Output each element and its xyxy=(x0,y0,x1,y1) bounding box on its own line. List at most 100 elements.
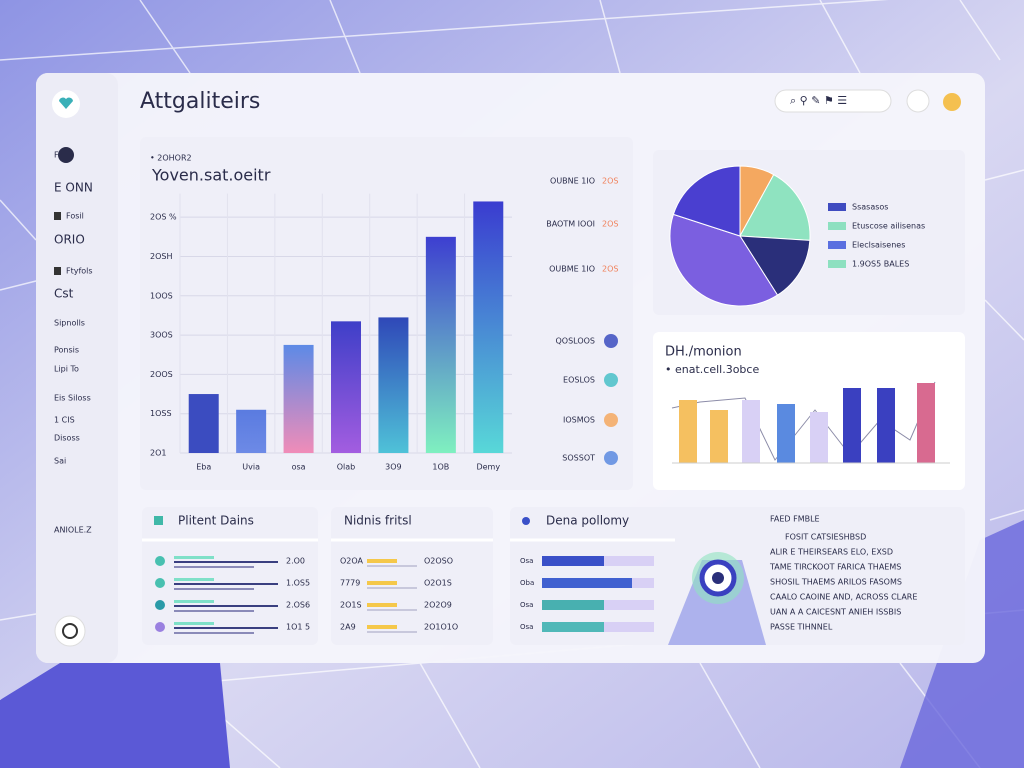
nav-item[interactable]: Fosil xyxy=(66,212,84,221)
chart-title: DH./monion xyxy=(665,345,742,360)
row-line xyxy=(367,581,397,585)
bg-shape xyxy=(0,663,230,768)
pie-slice xyxy=(669,213,779,307)
legend-icon xyxy=(604,451,618,465)
legend-label: 1.9OS5 BALES xyxy=(852,260,909,269)
legend-label: QOSLOOS xyxy=(555,337,595,346)
x-tick-label: 3O9 xyxy=(385,463,401,472)
row-line xyxy=(174,632,254,634)
bar xyxy=(810,412,828,463)
nav-item[interactable]: Lipi To xyxy=(54,365,79,374)
card-title: Dena pollomy xyxy=(546,514,629,528)
pie-slice xyxy=(672,165,741,237)
row-value: 2O2O9 xyxy=(424,601,452,610)
user-button[interactable] xyxy=(906,89,930,113)
x-tick-label: 1OB xyxy=(432,463,449,472)
pie-slice xyxy=(739,173,811,241)
card-title: Plitent Dains xyxy=(178,514,254,528)
notes-line: ALIR E THEIRSEARS ELO, EXSD xyxy=(770,548,893,557)
row-label: 7779 xyxy=(340,579,360,588)
bar xyxy=(777,404,795,463)
nav-item[interactable]: Ftyfols xyxy=(66,267,93,276)
card-icon xyxy=(522,517,530,525)
nav-item[interactable]: Cst xyxy=(54,287,74,301)
notes-line: CAALO CAOINE AND, ACROSS CLARE xyxy=(770,593,917,602)
bar xyxy=(188,394,219,453)
row-line xyxy=(174,605,278,607)
nav-item[interactable]: 1 CIS xyxy=(54,416,75,425)
settings-icon xyxy=(62,623,78,639)
legend-icon xyxy=(604,334,618,348)
bar xyxy=(877,388,895,463)
nav-item[interactable]: Sai xyxy=(54,457,66,466)
x-tick-label: Olab xyxy=(337,463,356,472)
bar xyxy=(843,388,861,463)
chart-subtitle: • enat.cell.3obce xyxy=(665,363,759,376)
row-line xyxy=(367,559,397,563)
legend-value: 2OS xyxy=(602,177,618,186)
legend-icon xyxy=(604,413,618,427)
row-line xyxy=(367,631,417,633)
notes-line: FOSIT CATSIESHBSD xyxy=(785,533,866,542)
decoration xyxy=(712,572,724,584)
app-title: Attgaliteirs xyxy=(140,89,260,114)
row-label: Osa xyxy=(520,557,533,565)
legend-icon xyxy=(604,373,618,387)
legend-label: OUBME 1IO xyxy=(549,265,595,274)
bar xyxy=(917,383,935,463)
legend-label: Etuscose ailisenas xyxy=(852,222,925,231)
legend-swatch xyxy=(828,222,846,230)
toolbar[interactable] xyxy=(774,89,892,113)
logo-icon xyxy=(59,97,73,109)
row-line xyxy=(174,578,214,581)
row-line xyxy=(367,603,397,607)
avatar[interactable] xyxy=(943,93,961,111)
notes-line: SHOSIL THAEMS ARILOS FASOMS xyxy=(770,578,902,587)
nav-item[interactable]: ORIO xyxy=(54,233,85,247)
bar xyxy=(236,409,267,453)
nav-item[interactable]: ANIOLE.Z xyxy=(54,526,92,535)
y-tick-label: 1OOS xyxy=(150,291,173,300)
row-bar xyxy=(542,556,604,566)
toolbar-icons: ⌕ ⚲ ✎ ⚑ ☰ xyxy=(790,94,847,107)
row-label: Osa xyxy=(520,601,533,609)
row-value: O2OSO xyxy=(424,557,453,566)
row-label: Oba xyxy=(520,579,534,587)
x-tick-label: Eba xyxy=(196,463,211,472)
y-tick-label: 2OSH xyxy=(150,252,172,261)
nav-item[interactable]: Sipnolls xyxy=(54,319,85,328)
trend-line xyxy=(671,381,936,461)
row-line xyxy=(174,588,254,590)
legend-swatch xyxy=(828,260,846,268)
nav-item[interactable]: Eis Siloss xyxy=(54,394,91,403)
row-icon xyxy=(155,622,165,632)
row-value: 1.OS5 xyxy=(286,579,310,588)
row-bar xyxy=(542,622,604,632)
row-label: Osa xyxy=(520,623,533,631)
row-label: 2A9 xyxy=(340,623,356,632)
legend-swatch xyxy=(828,203,846,211)
row-value: 2.O0 xyxy=(286,557,305,566)
settings-button[interactable] xyxy=(54,615,86,647)
nav-item[interactable]: Disoss xyxy=(54,434,80,443)
nav-icon xyxy=(54,212,61,220)
nav-item[interactable]: E ONN xyxy=(54,181,93,195)
row-value: 1O1 5 xyxy=(286,623,310,632)
row-icon xyxy=(155,578,165,588)
bar xyxy=(679,400,697,463)
nav-icon xyxy=(58,147,74,163)
legend-label: Ssasasos xyxy=(852,203,888,212)
bar xyxy=(378,317,409,453)
bar xyxy=(425,236,456,453)
row-line xyxy=(367,587,417,589)
row-line xyxy=(174,561,278,563)
notes-line: TAME TIRCKOOT FARICA THAEMS xyxy=(769,563,901,572)
y-tick-label: 3OOS xyxy=(150,331,173,340)
row-line xyxy=(174,600,214,603)
row-bar xyxy=(542,600,604,610)
row-line xyxy=(174,627,278,629)
bar xyxy=(710,410,728,463)
nav-item[interactable]: Ponsis xyxy=(54,346,79,355)
y-tick-label: 2OOS xyxy=(150,370,173,379)
legend-label: Eleclsaisenes xyxy=(852,241,905,250)
